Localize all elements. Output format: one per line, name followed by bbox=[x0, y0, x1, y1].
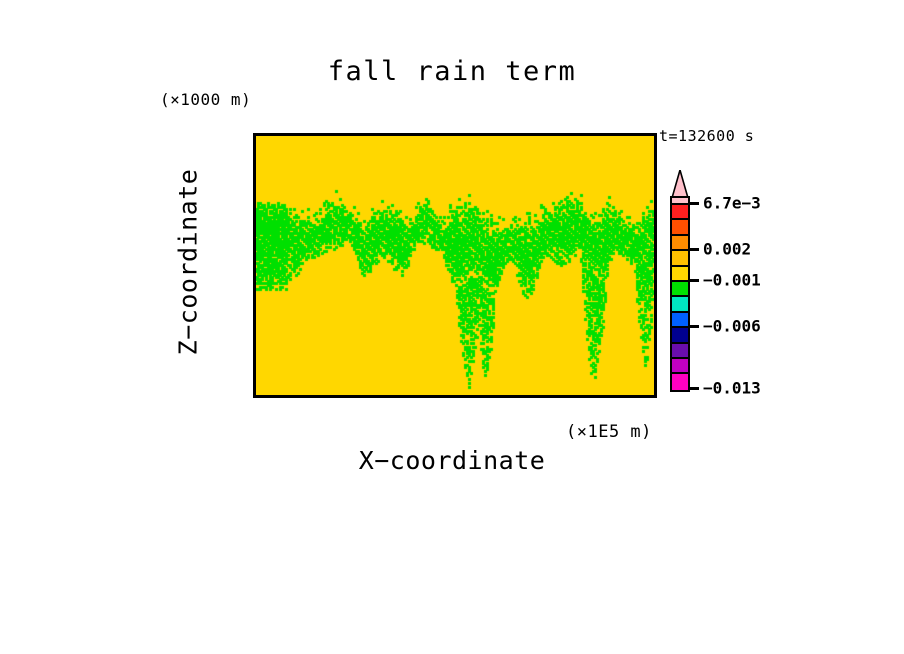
colorbar-tick-label: 0.002 bbox=[703, 239, 752, 259]
colorbar: 6.7e−3 0.002 −0.001 −0.006 −0.013 bbox=[670, 170, 761, 398]
x-axis-minor-tick bbox=[312, 395, 314, 398]
y-axis-tick bbox=[253, 159, 256, 162]
x-axis-minor-tick bbox=[580, 395, 582, 398]
x-axis-minor-tick bbox=[427, 395, 429, 398]
colorbar-band bbox=[672, 266, 688, 283]
colorbar-band bbox=[672, 220, 688, 236]
x-axis-minor-tick bbox=[370, 395, 372, 398]
x-axis-minor-tick bbox=[293, 395, 295, 398]
x-axis-unit-label: (×1E5 m) bbox=[566, 422, 652, 442]
colorbar-band bbox=[672, 343, 688, 360]
colorbar-tick-label: 6.7e−3 bbox=[703, 193, 761, 213]
time-stamp-label: t=132600 s bbox=[659, 127, 755, 145]
x-axis-tick bbox=[408, 395, 411, 398]
page-title: fall rain term bbox=[327, 56, 577, 87]
colorbar-band bbox=[672, 205, 688, 221]
colorbar-tick bbox=[690, 248, 699, 252]
colorbar-tick-label: −0.001 bbox=[703, 270, 761, 290]
plot-area: 4812162012345 bbox=[253, 133, 657, 398]
colorbar-tick bbox=[690, 202, 699, 205]
colorbar-band bbox=[672, 251, 688, 267]
colorbar-tick bbox=[690, 279, 699, 283]
colorbar-tick bbox=[690, 387, 699, 390]
colorbar-band bbox=[672, 198, 688, 205]
x-axis-tick bbox=[332, 395, 335, 398]
colorbar-bands bbox=[670, 196, 690, 392]
colorbar-band bbox=[672, 312, 688, 329]
colorbar-band bbox=[672, 374, 688, 390]
x-axis-minor-tick bbox=[351, 395, 353, 398]
y-axis-tick bbox=[253, 347, 256, 350]
contour-field-canvas bbox=[256, 136, 654, 395]
x-axis-minor-tick bbox=[504, 395, 506, 398]
x-axis-minor-tick bbox=[389, 395, 391, 398]
colorbar-band bbox=[672, 359, 688, 375]
y-axis-tick bbox=[253, 253, 256, 256]
y-axis-tick bbox=[253, 206, 256, 209]
y-axis-tick bbox=[253, 300, 256, 303]
x-axis-minor-tick bbox=[446, 395, 448, 398]
y-axis-minor-tick bbox=[253, 276, 256, 278]
colorbar-tick bbox=[690, 325, 699, 329]
x-axis-tick bbox=[561, 395, 564, 398]
colorbar-band bbox=[672, 297, 688, 313]
y-axis-minor-tick bbox=[253, 370, 256, 372]
colorbar-band bbox=[672, 235, 688, 252]
x-axis-minor-tick bbox=[619, 395, 621, 398]
colorbar-arrow-icon bbox=[671, 170, 689, 198]
x-axis-minor-tick bbox=[599, 395, 601, 398]
colorbar-band bbox=[672, 328, 688, 344]
y-axis-minor-tick bbox=[253, 229, 256, 231]
colorbar-band bbox=[672, 282, 688, 298]
x-axis-minor-tick bbox=[274, 395, 276, 398]
x-axis-minor-tick bbox=[465, 395, 467, 398]
x-axis-tick bbox=[485, 395, 488, 398]
y-axis-title: Z−coordinate bbox=[173, 168, 203, 356]
y-axis-minor-tick bbox=[253, 323, 256, 325]
x-axis-tick bbox=[638, 395, 641, 398]
x-axis-minor-tick bbox=[523, 395, 525, 398]
colorbar-tick-label: −0.013 bbox=[703, 378, 761, 398]
x-axis-title: X−coordinate bbox=[358, 446, 546, 475]
x-axis-minor-tick bbox=[542, 395, 544, 398]
colorbar-tick-label: −0.006 bbox=[703, 316, 761, 336]
y-axis-minor-tick bbox=[253, 182, 256, 184]
y-axis-unit-label: (×1000 m) bbox=[160, 90, 252, 109]
